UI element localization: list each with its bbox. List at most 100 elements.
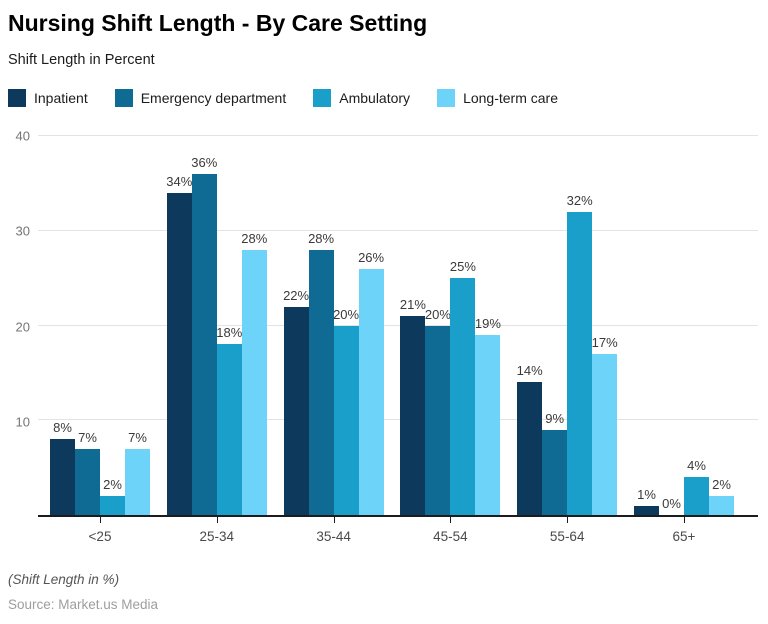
y-tick-label: 30 (15, 223, 30, 239)
chart-subtitle: Shift Length in Percent (8, 52, 155, 68)
y-axis-labels: 10 20 30 40 (8, 130, 38, 517)
legend-item-ambulatory: Ambulatory (313, 89, 410, 107)
legend-item-inpatient: Inpatient (8, 89, 88, 107)
x-axis-label: 55-64 (549, 529, 585, 544)
legend-swatch-icon (8, 89, 26, 107)
bar-45-54-inpatient: 21% (400, 297, 426, 515)
y-tick-label: 10 (15, 414, 30, 430)
bar-25-34-emergency-department: 36% (191, 155, 217, 515)
x-tick (683, 517, 685, 523)
chart-title: Nursing Shift Length - By Care Setting (8, 10, 428, 36)
bar-35-44-ambulatory: 20% (333, 307, 359, 515)
bar-group-45-54: 21% 20% 25% 19% 45-54 (400, 136, 501, 544)
footer-source: Source: Market.us Media (8, 597, 159, 612)
gridline (38, 419, 758, 421)
bar-value-label: 21% (399, 297, 426, 313)
bar-value-label: 14% (516, 363, 543, 379)
x-axis-label: 35-44 (316, 529, 351, 544)
x-tick (450, 517, 452, 523)
bar-value-label: 2% (103, 477, 122, 493)
legend-item-long-term-care: Long-term care (437, 89, 558, 107)
bars: 8% 7% 2% 7% (50, 136, 150, 515)
bar-value-label: 20% (333, 306, 360, 322)
bar-35-44-inpatient: 22% (283, 288, 309, 515)
bar-65-long-term-care: 2% (708, 477, 734, 515)
bar-value-label: 4% (687, 458, 706, 474)
x-axis-label: 25-34 (199, 529, 235, 544)
bar-value-label: 32% (566, 192, 593, 208)
bar-25-long-term-care: 7% (125, 430, 150, 515)
bars: 34% 36% 18% 28% (166, 136, 267, 515)
bar-25-34-long-term-care: 28% (241, 231, 267, 515)
legend-swatch-icon (114, 89, 133, 107)
x-tick (216, 517, 218, 523)
bar-35-44-long-term-care: 26% (358, 250, 384, 515)
bar-55-64-long-term-care: 17% (592, 335, 618, 515)
bar-25-emergency-department: 7% (75, 430, 100, 515)
bar-45-54-emergency-department: 20% (425, 307, 451, 515)
bar-value-label: 9% (545, 410, 565, 426)
bar-group-65: 1% 0% 4% 2% 65+ (633, 136, 734, 544)
bar-value-label: 7% (78, 429, 97, 445)
x-axis-label: 65+ (672, 529, 696, 544)
bar-value-label: 34% (166, 173, 193, 189)
plot-area: 8% 7% 2% 7% <25 34% 36% 18% 28% 25-34 22% 28% 20% 26%… (38, 135, 758, 544)
gridline (38, 135, 758, 136)
x-tick (567, 517, 569, 523)
legend-swatch-icon (313, 89, 332, 107)
legend-label: Inpatient (34, 90, 88, 106)
bar-65-ambulatory: 4% (683, 458, 709, 515)
bar-value-label: 28% (308, 230, 335, 246)
y-tick-label: 20 (15, 319, 30, 334)
bar-45-54-long-term-care: 19% (475, 316, 501, 515)
bar-55-64-emergency-department: 9% (542, 411, 568, 515)
x-axis-label: <25 (88, 529, 112, 544)
bar-25-inpatient: 8% (50, 420, 75, 515)
x-axis-label: 45-54 (433, 529, 468, 544)
bars: 14% 9% 32% 17% (517, 136, 618, 515)
chart-footer: (Shift Length in %) Source: Market.us Me… (8, 571, 758, 613)
legend-item-emergency-department: Emergency department (114, 89, 287, 107)
bar-group-25: 8% 7% 2% 7% <25 (50, 136, 150, 544)
bar-value-label: 7% (128, 429, 147, 445)
bar-value-label: 0% (662, 496, 681, 511)
bar-value-label: 18% (216, 325, 243, 341)
bar-group-55-64: 14% 9% 32% 17% 55-64 (517, 136, 618, 544)
bar-value-label: 2% (712, 477, 731, 493)
bars: 21% 20% 25% 19% (400, 136, 501, 515)
bar-value-label: 19% (474, 315, 501, 331)
bar-35-44-emergency-department: 28% (308, 231, 334, 515)
bar-45-54-ambulatory: 25% (450, 259, 476, 515)
bars: 1% 0% 4% 2% (633, 136, 734, 515)
bar-value-label: 25% (449, 259, 476, 275)
bar-25-34-inpatient: 34% (166, 174, 192, 515)
bars: 22% 28% 20% 26% (283, 136, 384, 515)
bar-value-label: 28% (241, 230, 268, 246)
bar-group-25-34: 34% 36% 18% 28% 25-34 (166, 136, 267, 544)
bar-25-34-ambulatory: 18% (216, 325, 242, 515)
legend-label: Long-term care (463, 90, 558, 106)
bar-value-label: 20% (424, 306, 451, 322)
bar-55-64-inpatient: 14% (517, 363, 543, 515)
footer-note: (Shift Length in %) (8, 572, 120, 587)
legend-label: Emergency department (140, 90, 287, 106)
chart-area: 10 20 30 40 8% 7% 2% 7% <25 34% 36% 18% 28% 25-34 22%… (8, 130, 758, 544)
bar-value-label: 36% (191, 154, 218, 170)
bar-value-label: 1% (637, 486, 656, 502)
legend-label: Ambulatory (339, 90, 411, 106)
gridline (38, 324, 758, 326)
bar-value-label: 22% (283, 287, 310, 303)
bar-value-label: 26% (358, 249, 385, 265)
x-tick (100, 517, 101, 523)
bar-value-label: 17% (591, 334, 618, 350)
bar-value-label: 8% (53, 420, 72, 436)
x-tick (333, 517, 335, 523)
y-tick-label: 40 (15, 128, 30, 144)
legend: Inpatient Emergency department Ambulatory L… (8, 89, 758, 107)
bar-25-ambulatory: 2% (100, 477, 125, 515)
legend-swatch-icon (437, 89, 456, 107)
bar-65-inpatient: 1% (633, 487, 659, 515)
gridline (38, 229, 758, 231)
bar-group-35-44: 22% 28% 20% 26% 35-44 (283, 136, 384, 544)
